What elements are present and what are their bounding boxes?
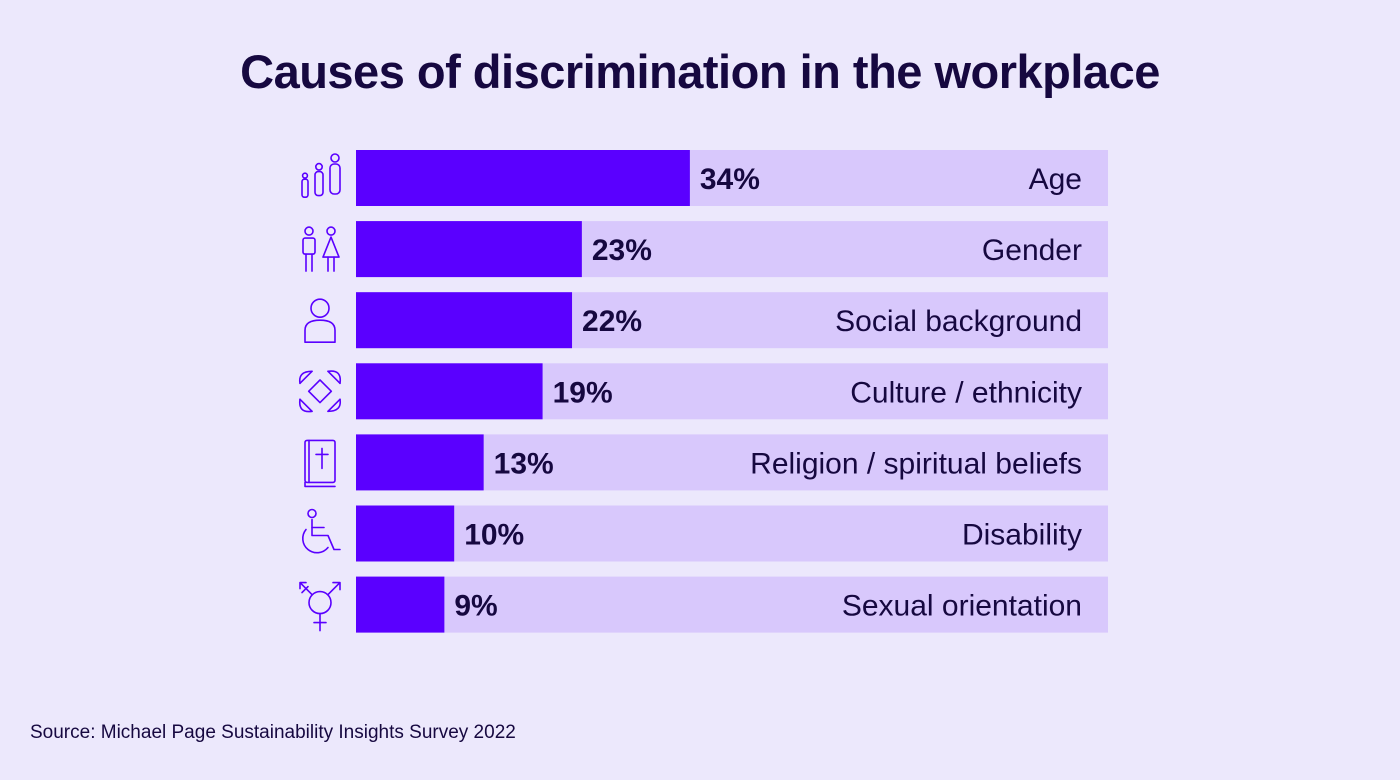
- wheelchair-icon: [302, 508, 341, 554]
- gender-icon: [302, 226, 340, 272]
- bible-icon: [304, 439, 336, 488]
- value-label: 23%: [592, 234, 652, 267]
- bar-track: [356, 505, 1108, 562]
- bar: [356, 150, 690, 206]
- transgender-symbol-icon: [299, 581, 341, 632]
- category-label: Culture / ethnicity: [850, 376, 1082, 409]
- category-icons: [298, 153, 342, 632]
- bar: [356, 363, 543, 420]
- category-label: Social background: [835, 305, 1082, 338]
- bar: [356, 576, 445, 633]
- value-label: 22%: [582, 305, 642, 338]
- bar: [356, 505, 455, 562]
- bar: [356, 221, 582, 278]
- category-label: Religion / spiritual beliefs: [750, 447, 1082, 480]
- value-label: 9%: [454, 590, 497, 623]
- joined-hands-icon: [298, 370, 342, 413]
- chart-title: Causes of discrimination in the workplac…: [240, 45, 1160, 98]
- category-label: Sexual orientation: [842, 590, 1082, 623]
- value-label: 10%: [464, 519, 524, 552]
- age-group-icon: [301, 153, 341, 199]
- bar: [356, 434, 484, 491]
- bar: [356, 292, 573, 349]
- category-label: Gender: [982, 234, 1082, 267]
- value-label: 34%: [700, 163, 760, 196]
- bars: 34% Age 23% Gender 22% Social background 19% Cu…: [356, 150, 1108, 633]
- bar-track: [356, 576, 1108, 633]
- bar-chart: 34% Age 23% Gender 22% Social background 19% Cu…: [298, 150, 1108, 633]
- category-label: Age: [1029, 163, 1082, 196]
- person-icon: [304, 298, 336, 344]
- value-label: 19%: [553, 376, 613, 409]
- category-label: Disability: [962, 519, 1082, 552]
- value-label: 13%: [494, 447, 554, 480]
- source-note: Source: Michael Page Sustainability Insi…: [30, 722, 516, 743]
